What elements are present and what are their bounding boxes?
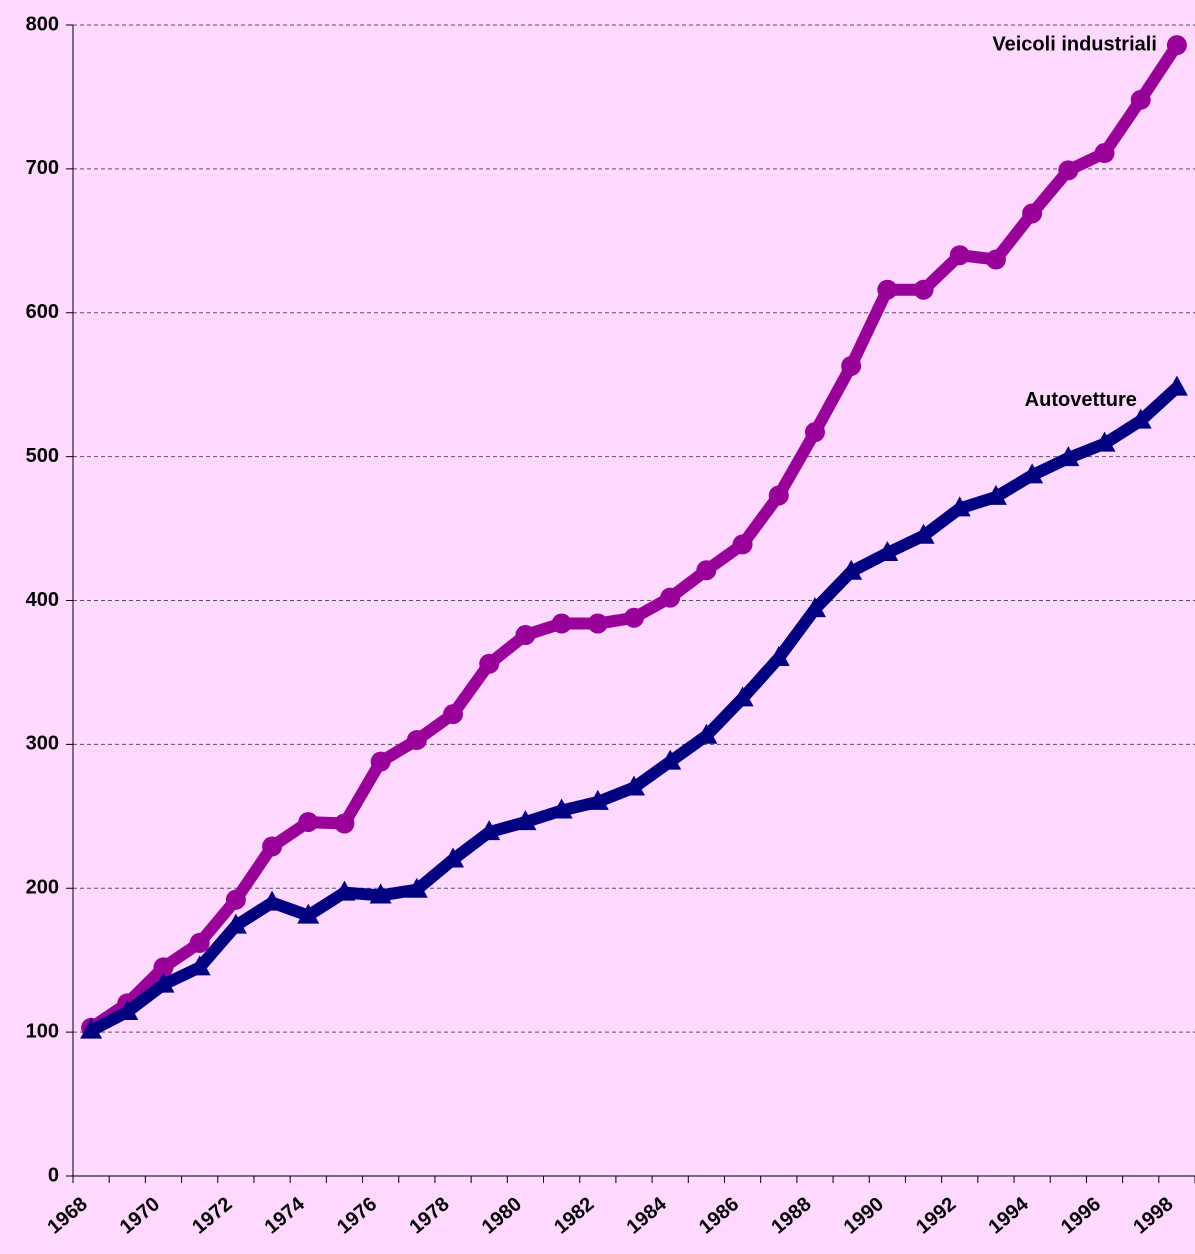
marker <box>1022 203 1043 224</box>
marker <box>333 880 356 901</box>
marker <box>369 883 392 904</box>
marker <box>442 847 465 868</box>
marker <box>696 560 717 581</box>
marker <box>188 955 211 976</box>
marker <box>731 686 754 707</box>
marker <box>587 613 608 634</box>
marker <box>153 957 174 978</box>
marker <box>261 890 284 911</box>
marker <box>262 836 283 857</box>
y-tick-label: 800 <box>26 13 59 35</box>
marker <box>298 812 319 833</box>
marker <box>405 877 428 898</box>
marker <box>949 245 970 266</box>
marker <box>876 541 899 562</box>
y-tick-label: 700 <box>26 157 59 179</box>
y-tick-label: 300 <box>26 733 59 755</box>
marker <box>767 646 790 667</box>
marker <box>768 485 789 506</box>
marker <box>478 820 501 841</box>
marker <box>443 704 464 725</box>
y-tick-label: 100 <box>26 1020 59 1042</box>
marker <box>1130 89 1151 110</box>
marker <box>841 355 862 376</box>
y-tick-label: 400 <box>26 589 59 611</box>
marker <box>984 484 1007 505</box>
series-label: Veicoli industriali <box>992 33 1157 55</box>
marker <box>80 1018 103 1039</box>
marker <box>695 723 718 744</box>
marker <box>659 749 682 770</box>
marker <box>479 653 500 674</box>
marker <box>840 559 863 580</box>
marker <box>514 810 537 831</box>
marker <box>586 789 609 810</box>
marker <box>660 587 681 608</box>
marker <box>224 913 247 934</box>
y-tick-label: 500 <box>26 445 59 467</box>
marker <box>225 889 246 910</box>
marker <box>948 496 971 517</box>
marker <box>550 798 573 819</box>
marker <box>985 249 1006 270</box>
y-tick-label: 0 <box>48 1164 59 1186</box>
marker <box>877 279 898 300</box>
marker <box>1093 431 1116 452</box>
marker <box>624 607 644 628</box>
marker <box>152 972 175 993</box>
marker <box>1021 463 1044 484</box>
marker <box>189 932 210 953</box>
marker <box>406 730 427 751</box>
marker <box>370 751 391 772</box>
marker <box>623 775 645 796</box>
marker <box>913 279 934 300</box>
marker <box>1058 160 1079 181</box>
marker <box>515 625 536 646</box>
marker <box>1165 375 1188 396</box>
y-tick-label: 600 <box>26 301 59 323</box>
marker <box>912 523 935 544</box>
marker <box>1057 446 1080 467</box>
marker <box>1094 143 1115 164</box>
marker <box>803 597 826 618</box>
marker <box>551 613 572 634</box>
marker <box>804 422 825 443</box>
marker <box>297 903 320 924</box>
marker <box>1129 408 1152 429</box>
marker <box>116 999 139 1020</box>
marker <box>1166 35 1187 56</box>
series-label: Autovetture <box>1025 389 1137 411</box>
marker <box>334 813 355 834</box>
y-tick-label: 200 <box>26 877 59 899</box>
marker <box>732 534 753 555</box>
